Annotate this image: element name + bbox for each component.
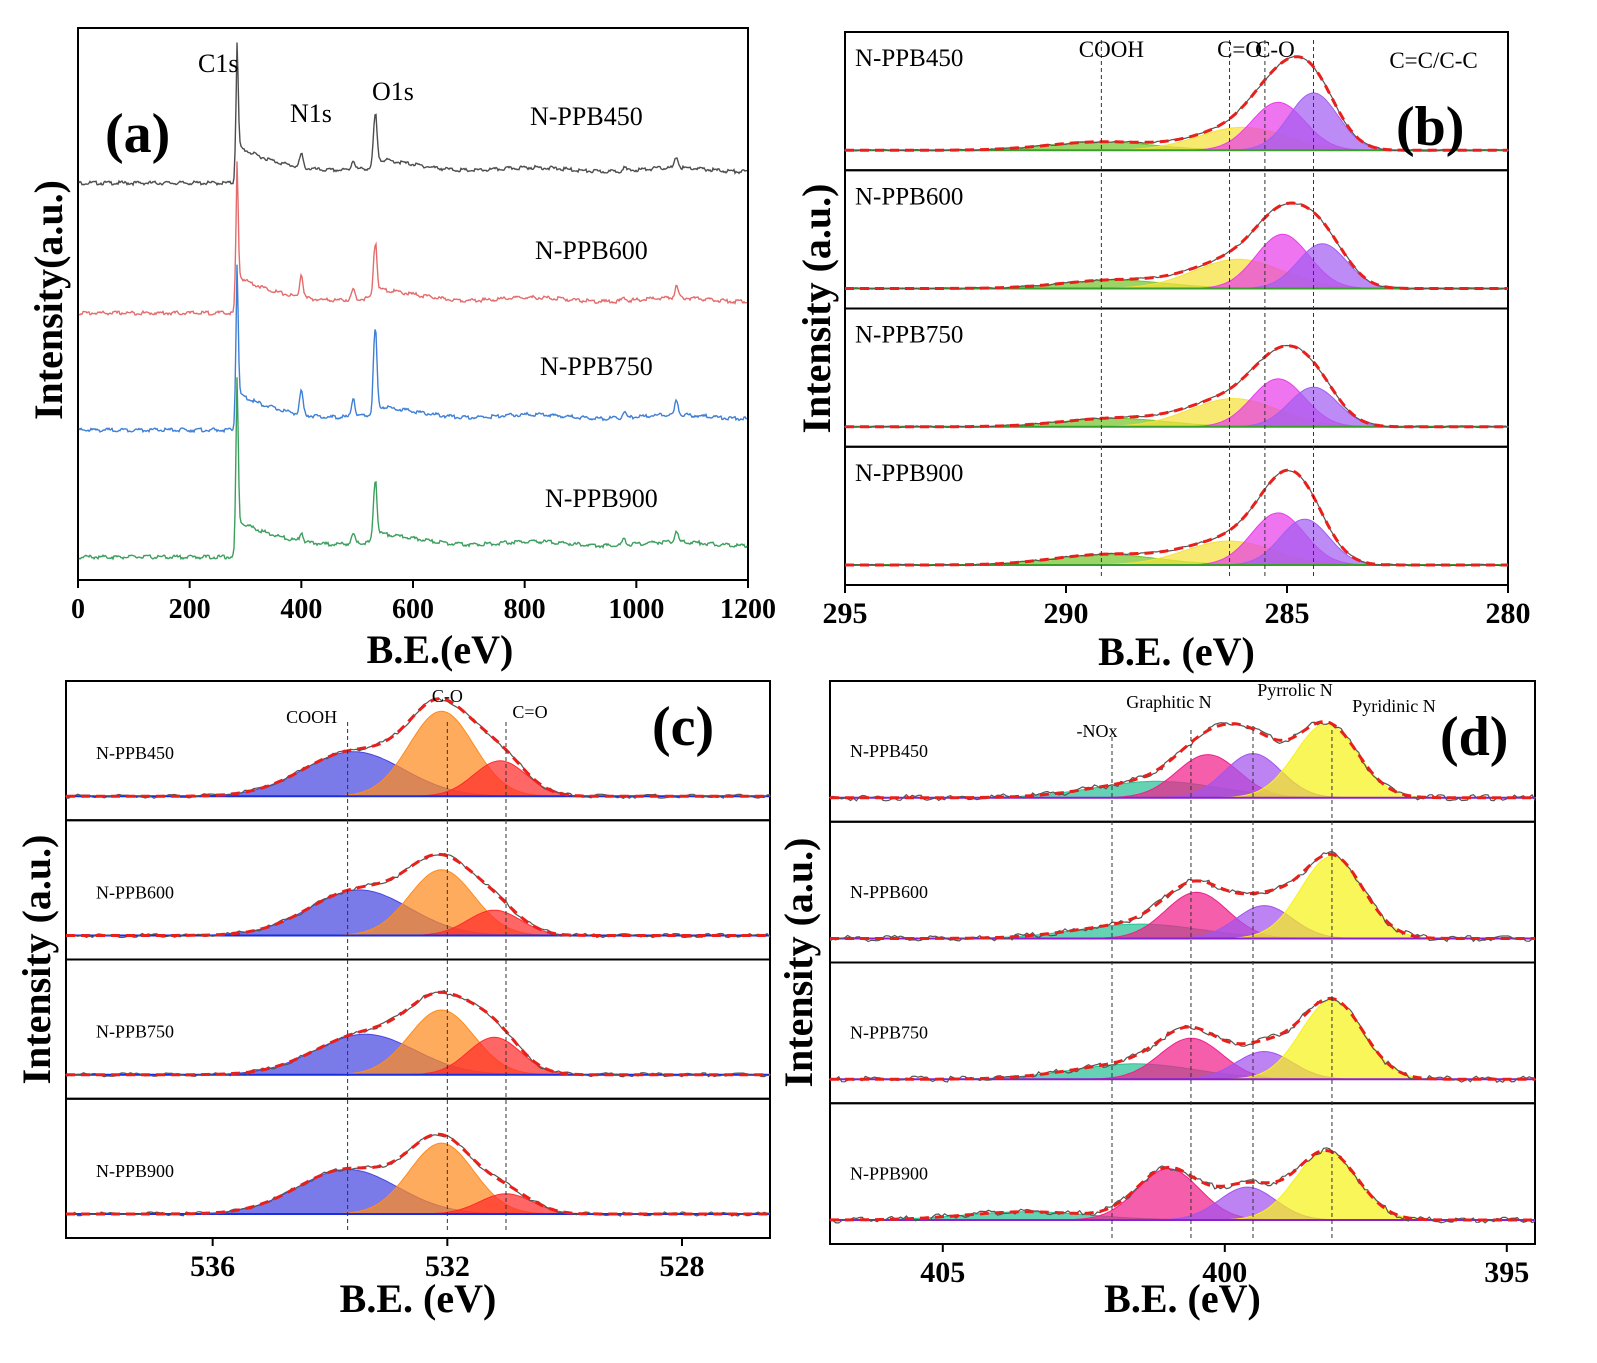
- survey-line-N-PPB900: [78, 377, 748, 561]
- reference-label: C=O: [512, 702, 547, 722]
- panel-x-tick-label: 280: [1486, 597, 1531, 630]
- panel-d-n1s: N-PPB450 N-PPB600 N-PPB750 N-PPB900 -NOx Grap…: [776, 680, 1536, 1321]
- panel-ylabel: Intensity (a.u.): [776, 837, 821, 1087]
- panel-x-tick-label: 290: [1044, 597, 1089, 630]
- panel-ylabel: Intensity (a.u.): [14, 834, 59, 1084]
- panel-x-tick-label: 536: [190, 1250, 235, 1283]
- series-label: N-PPB900: [96, 1161, 174, 1181]
- subplot-frame: [844, 445, 1509, 586]
- panel-xlabel: B.E. (eV): [1098, 629, 1255, 674]
- fit-envelope: [845, 344, 1508, 429]
- reference-label: COOH: [1079, 37, 1144, 62]
- series-label: N-PPB600: [855, 183, 963, 210]
- component-peak: [66, 869, 770, 936]
- fit-envelope: [830, 852, 1535, 940]
- series-label: N-PPB450: [96, 743, 174, 763]
- raw-spectrum: [845, 202, 1509, 290]
- series-label: N-PPB900: [855, 460, 963, 487]
- fit-envelope: [66, 990, 770, 1077]
- reference-label: COOH: [286, 707, 337, 727]
- component-peak: [844, 398, 1509, 428]
- panel-a-x-tick-label: 600: [392, 594, 434, 625]
- series-label: N-PPB900: [850, 1163, 928, 1183]
- panel-a-series-label: N-PPB750: [540, 352, 653, 381]
- reference-label: Graphitic N: [1126, 692, 1211, 712]
- panel-a-x-tick-label: 1000: [608, 594, 664, 625]
- panel-a-peak-label: N1s: [290, 99, 332, 128]
- panel-xlabel: B.E. (eV): [340, 1276, 497, 1321]
- panel-a-peak-label: O1s: [372, 77, 414, 106]
- reference-label: C-O: [432, 686, 463, 706]
- panel-a-label: (a): [105, 103, 170, 165]
- panel-a-survey: N-PPB450 N-PPB600 N-PPB750 N-PPB900 C1s N1s O1…: [26, 27, 776, 672]
- survey-line-N-PPB600: [78, 161, 748, 316]
- panel-x-tick-label: 405: [920, 1256, 965, 1289]
- reference-label: -NOx: [1077, 721, 1118, 741]
- reference-label: Pyridinic N: [1352, 696, 1436, 716]
- panel-a-x-tick-label: 800: [504, 594, 546, 625]
- panel-x-tick-label: 400: [1202, 1256, 1247, 1289]
- panel-xlabel: B.E. (eV): [1104, 1276, 1261, 1321]
- panel-a-series-label: N-PPB600: [535, 236, 648, 265]
- series-label: N-PPB450: [855, 45, 963, 72]
- component-peak: [829, 1037, 1536, 1080]
- survey-line-N-PPB750: [78, 264, 748, 434]
- survey-line-N-PPB450: [78, 42, 748, 187]
- panel-c-o1s: N-PPB450 N-PPB600 N-PPB750 N-PPB900 COOH C-O C…: [14, 680, 771, 1321]
- panel-a-xlabel: B.E.(eV): [367, 627, 514, 672]
- subplot-frame: [829, 961, 1536, 1105]
- panel-x-tick-label: 528: [660, 1250, 705, 1283]
- panel-a-series-label: N-PPB450: [530, 102, 643, 131]
- panel-a-x-tick-label: 0: [71, 594, 85, 625]
- panel-x-tick-label: 532: [425, 1250, 470, 1283]
- fit-envelope: [830, 1148, 1535, 1222]
- fit-envelope: [830, 720, 1535, 800]
- component-peak: [65, 1009, 771, 1076]
- reference-label: Pyrrolic N: [1257, 680, 1333, 700]
- panel-x-tick-label: 395: [1484, 1256, 1529, 1289]
- component-peak: [829, 754, 1536, 799]
- panel-label: (d): [1440, 706, 1508, 768]
- component-peak: [830, 1168, 1535, 1221]
- series-label: N-PPB600: [850, 882, 928, 902]
- subplot-frame: [829, 820, 1536, 964]
- fit-envelope: [845, 55, 1508, 152]
- series-label: N-PPB750: [850, 1023, 928, 1043]
- series-label: N-PPB750: [855, 322, 963, 349]
- fit-envelope: [66, 1132, 770, 1216]
- panel-a-peak-label: C1s: [198, 49, 238, 78]
- subplot-frame: [65, 1097, 771, 1239]
- panel-a-x-tick-label: 400: [280, 594, 322, 625]
- reference-label: C=C/C-C: [1389, 48, 1477, 73]
- series-label: N-PPB600: [96, 882, 174, 902]
- subplot-frame: [829, 1102, 1536, 1245]
- panel-ylabel: Intensity (a.u.): [794, 183, 839, 433]
- panel-a-x-tick-label: 200: [169, 594, 211, 625]
- panel-label: (b): [1396, 96, 1464, 158]
- panel-x-tick-label: 285: [1265, 597, 1310, 630]
- component-peak: [845, 540, 1508, 566]
- raw-spectrum: [829, 850, 1536, 943]
- panel-a-x-tick-label: 1200: [720, 594, 776, 625]
- reference-label: C=O: [1217, 37, 1262, 62]
- series-label: N-PPB750: [96, 1022, 174, 1042]
- panel-label: (c): [652, 696, 714, 758]
- series-label: N-PPB450: [850, 741, 928, 761]
- fit-envelope: [830, 996, 1535, 1081]
- fit-envelope: [845, 201, 1508, 290]
- panel-a-series-label: N-PPB900: [545, 484, 658, 513]
- component-peak: [830, 891, 1535, 939]
- reference-label: C-O: [1255, 37, 1295, 62]
- panel-a-ylabel: Intensity(a.u.): [26, 180, 71, 420]
- fit-envelope: [845, 468, 1508, 567]
- fit-envelope: [66, 852, 770, 937]
- panel-x-tick-label: 295: [823, 597, 868, 630]
- fit-envelope: [66, 697, 770, 798]
